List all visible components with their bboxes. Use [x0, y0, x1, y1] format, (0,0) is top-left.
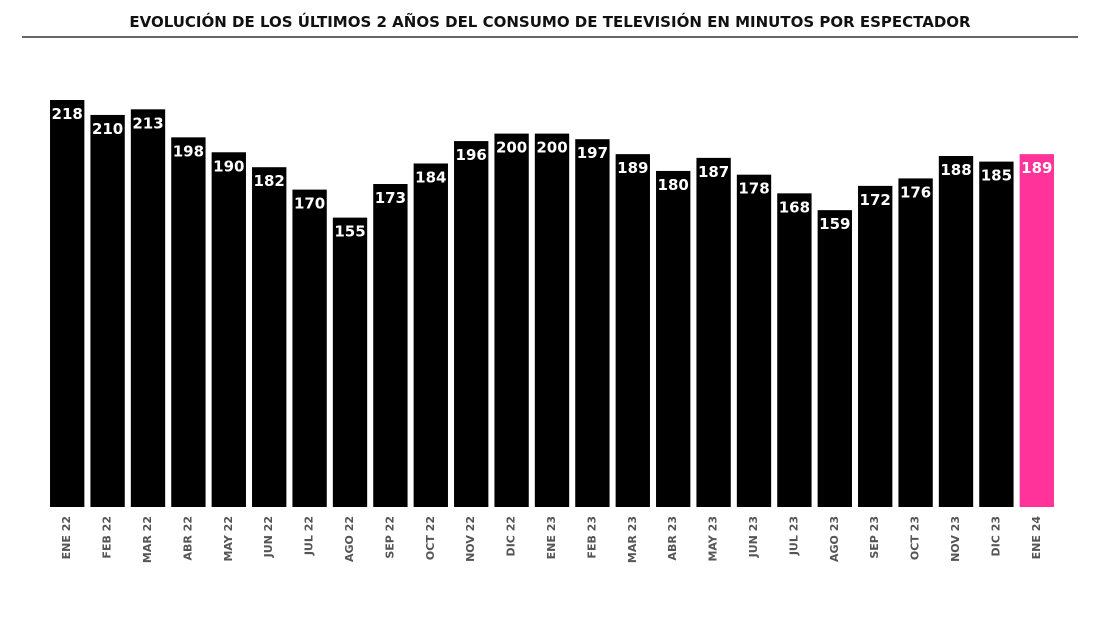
x-tick-label: FEB 22: [101, 516, 114, 559]
value-label: 168: [779, 198, 810, 216]
bar: [938, 156, 974, 508]
bar: [413, 163, 448, 508]
bar: [292, 189, 327, 507]
x-tick-label: MAY 22: [222, 516, 235, 562]
bar: [171, 137, 206, 507]
bar: [252, 167, 287, 508]
value-label: 173: [375, 189, 406, 207]
value-label: 213: [132, 114, 163, 132]
bar: [90, 114, 125, 507]
value-label: 172: [860, 191, 891, 209]
bar: [332, 217, 368, 507]
x-tick-label: DIC 22: [505, 516, 518, 556]
x-tick-label: ENE 23: [545, 516, 558, 559]
value-label: 188: [940, 161, 971, 179]
x-tick-label: ENE 24: [1030, 516, 1043, 560]
x-tick-label: MAR 22: [141, 516, 154, 563]
bar: [575, 139, 610, 507]
value-label: 178: [738, 180, 769, 198]
x-tick-label: MAY 23: [707, 516, 720, 562]
value-label: 155: [334, 223, 365, 241]
bar: [898, 178, 933, 507]
bar: [777, 193, 812, 507]
value-label: 180: [658, 176, 689, 194]
x-tick-label: JUN 22: [262, 516, 275, 558]
bar: [130, 109, 166, 507]
x-tick-label: OCT 23: [909, 516, 922, 560]
value-label: 200: [536, 139, 567, 157]
bar: [817, 210, 852, 508]
bar: [454, 141, 489, 507]
bar: [736, 174, 772, 507]
x-tick-label: SEP 22: [383, 516, 396, 559]
value-label: 210: [92, 120, 123, 138]
x-tick-label: ABR 23: [666, 516, 679, 561]
bar: [656, 170, 691, 508]
bar: [979, 161, 1014, 507]
x-tick-label: NOV 22: [464, 516, 477, 562]
x-tick-label: AGO 22: [343, 516, 356, 562]
bar: [696, 157, 731, 507]
bar: [373, 184, 408, 507]
bar: [50, 100, 85, 507]
x-tick-label: SEP 23: [868, 516, 881, 559]
bar: [494, 133, 529, 507]
value-label: 170: [294, 195, 325, 213]
chart-title: EVOLUCIÓN DE LOS ÚLTIMOS 2 AÑOS DEL CONS…: [129, 12, 971, 31]
x-tick-label: FEB 23: [585, 516, 598, 559]
x-tick-label: JUL 22: [303, 516, 316, 556]
x-tick-label: NOV 23: [949, 516, 962, 562]
x-tick-label: ABR 22: [181, 516, 194, 561]
bar: [534, 133, 570, 507]
x-tick-label: AGO 23: [828, 516, 841, 562]
value-label: 182: [254, 172, 285, 190]
value-label: 218: [52, 105, 83, 123]
value-label: 197: [577, 144, 608, 162]
value-label: 185: [981, 167, 1012, 185]
bar: [615, 154, 650, 507]
x-tick-label: DIC 23: [989, 516, 1002, 556]
bar: [1019, 154, 1054, 507]
value-label: 196: [456, 146, 487, 164]
x-tick-label: MAR 23: [626, 516, 639, 563]
value-label: 189: [1021, 159, 1052, 177]
x-tick-label: ENE 22: [60, 516, 73, 559]
bar: [211, 152, 246, 508]
value-label: 198: [173, 142, 204, 160]
value-label: 159: [819, 215, 850, 233]
value-label: 187: [698, 163, 729, 181]
value-label: 184: [415, 168, 446, 186]
x-tick-label: JUN 23: [747, 516, 760, 558]
value-label: 200: [496, 139, 527, 157]
value-label: 176: [900, 183, 931, 201]
x-tick-label: OCT 22: [424, 516, 437, 560]
x-tick-label: JUL 23: [787, 516, 800, 556]
bar: [858, 185, 893, 507]
value-label: 190: [213, 157, 244, 175]
value-label: 189: [617, 159, 648, 177]
